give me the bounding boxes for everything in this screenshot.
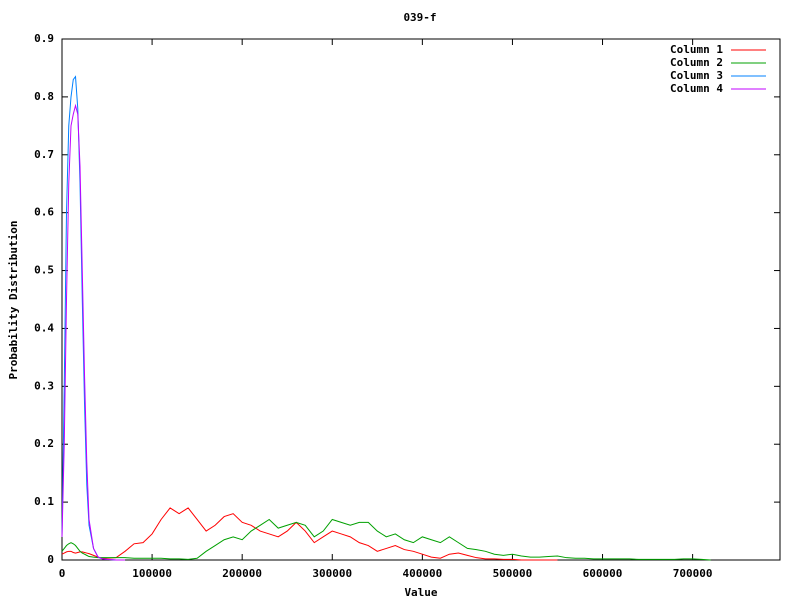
y-tick-label: 0.1 bbox=[34, 495, 54, 508]
y-tick-label: 0.8 bbox=[34, 90, 54, 103]
x-tick-label: 600000 bbox=[583, 567, 623, 580]
x-tick-label: 500000 bbox=[493, 567, 533, 580]
y-tick-label: 0.4 bbox=[34, 321, 54, 334]
series-line bbox=[61, 75, 126, 561]
y-tick-label: 0 bbox=[47, 553, 54, 566]
series-line bbox=[61, 103, 126, 561]
y-tick-label: 0.3 bbox=[34, 379, 54, 392]
x-tick-label: 700000 bbox=[673, 567, 713, 580]
legend-label: Column 3 bbox=[670, 69, 723, 82]
x-tick-label: 100000 bbox=[132, 567, 172, 580]
x-tick-label: 400000 bbox=[402, 567, 442, 580]
y-tick-label: 0.9 bbox=[34, 32, 54, 45]
y-tick-label: 0.2 bbox=[34, 437, 54, 450]
x-tick-label: 0 bbox=[59, 567, 66, 580]
x-tick-label: 300000 bbox=[312, 567, 352, 580]
chart-title: 039-f bbox=[403, 11, 436, 24]
legend-label: Column 2 bbox=[670, 56, 723, 69]
y-tick-label: 0.6 bbox=[34, 206, 54, 219]
x-axis-label: Value bbox=[404, 586, 437, 599]
y-tick-label: 0.5 bbox=[34, 264, 54, 277]
y-tick-label: 0.7 bbox=[34, 148, 54, 161]
legend-label: Column 4 bbox=[670, 82, 723, 95]
series-line bbox=[61, 507, 558, 561]
x-tick-label: 200000 bbox=[222, 567, 262, 580]
series-line bbox=[61, 518, 711, 561]
plot-frame bbox=[61, 38, 781, 561]
y-axis-label: Probability Distribution bbox=[7, 221, 20, 380]
legend-label: Column 1 bbox=[670, 43, 723, 56]
